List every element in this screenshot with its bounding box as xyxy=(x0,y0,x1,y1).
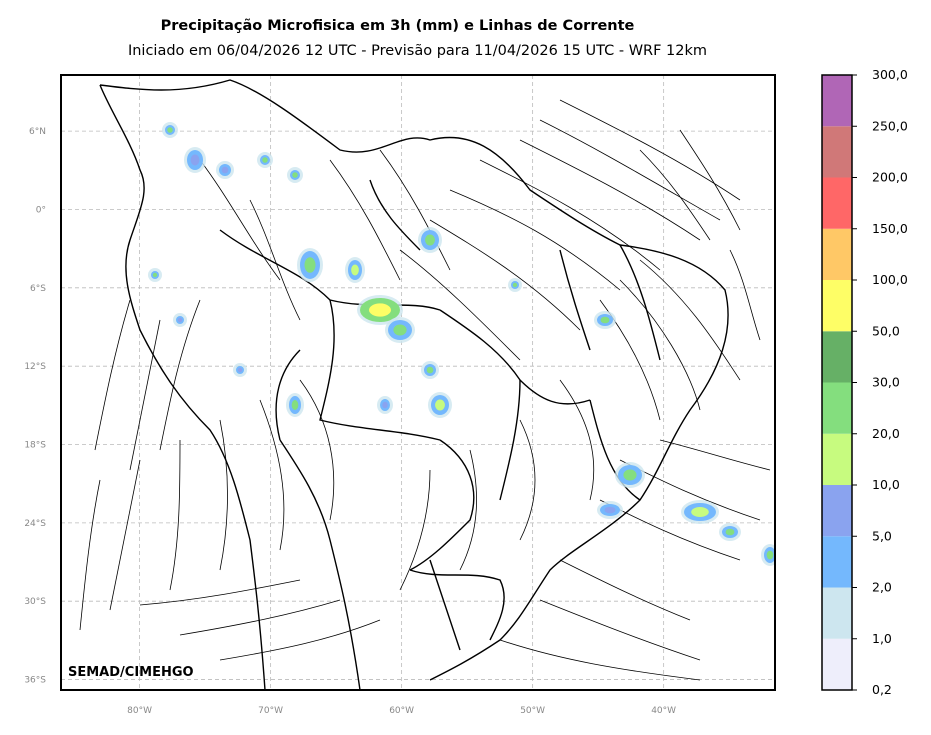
precip-core xyxy=(237,367,243,373)
precip-core xyxy=(369,303,391,317)
precip-core xyxy=(426,366,434,374)
colorbar-label: 0,2 xyxy=(872,682,892,697)
gridlines xyxy=(61,75,775,690)
precip-core xyxy=(152,272,158,278)
colorbar-label: 200,0 xyxy=(872,170,908,185)
streamlines xyxy=(79,99,771,681)
precip-core xyxy=(190,154,200,166)
country-borders xyxy=(99,79,729,690)
colorbar-label: 1,0 xyxy=(872,631,892,646)
precip-core xyxy=(425,234,435,246)
lon-label: 70°W xyxy=(258,706,283,716)
precip-core xyxy=(393,324,407,336)
colorbar-segment xyxy=(822,75,852,127)
colorbar-segment xyxy=(822,382,852,434)
lat-label: 0° xyxy=(36,205,46,215)
longitude-labels: 80°W 70°W 60°W 50°W 40°W xyxy=(127,706,676,716)
precip-core xyxy=(167,127,173,133)
precipitation-cells xyxy=(148,122,775,566)
colorbar-label: 30,0 xyxy=(872,375,900,390)
lat-label: 18°S xyxy=(24,441,46,451)
lat-label: 24°S xyxy=(24,519,46,529)
precip-core xyxy=(691,507,709,517)
precip-core xyxy=(766,550,774,560)
precip-core xyxy=(435,399,445,411)
colorbar-label: 50,0 xyxy=(872,323,900,338)
precip-core xyxy=(512,282,518,288)
colorbar-segment xyxy=(822,126,852,178)
colorbar-label: 20,0 xyxy=(872,426,900,441)
precip-core xyxy=(604,506,616,514)
colorbar-segment xyxy=(822,638,852,690)
precip-core xyxy=(725,528,735,536)
precip-core xyxy=(382,401,388,409)
precip-core xyxy=(291,400,299,410)
credit-label: SEMAD/CIMEHGO xyxy=(68,665,194,680)
colorbar-label: 10,0 xyxy=(872,477,900,492)
latitude-labels: 6°N 0° 6°S 12°S 18°S 24°S 30°S 36°S xyxy=(24,127,46,685)
colorbar-segment xyxy=(822,536,852,588)
precip-core xyxy=(304,257,316,273)
precip-core xyxy=(221,166,229,174)
lat-label: 6°N xyxy=(29,127,46,137)
lat-label: 30°S xyxy=(24,597,46,607)
map-subtitle: Iniciado em 06/04/2026 12 UTC - Previsão… xyxy=(127,43,708,59)
colorbar-segment xyxy=(822,228,852,280)
precip-core xyxy=(292,172,298,178)
lat-label: 6°S xyxy=(30,284,46,294)
precip-core xyxy=(351,264,359,276)
lat-label: 36°S xyxy=(24,676,46,686)
colorbar-label: 250,0 xyxy=(872,118,908,133)
colorbar-segment xyxy=(822,280,852,332)
precip-core xyxy=(177,317,183,323)
precip-core xyxy=(623,469,637,481)
colorbar-segment xyxy=(822,331,852,383)
colorbar-segment xyxy=(822,485,852,537)
lon-label: 40°W xyxy=(651,706,676,716)
colorbar-label: 150,0 xyxy=(872,221,908,236)
colorbar-label: 100,0 xyxy=(872,272,908,287)
colorbar: 0,2 1,0 2,0 5,0 10,0 20,0 30,0 50,0 100,0 150,0 20… xyxy=(821,67,908,697)
map-title: Precipitação Microfisica em 3h (mm) e Li… xyxy=(160,18,635,34)
colorbar-segment xyxy=(822,587,852,639)
colorbar-segment xyxy=(822,433,852,485)
lon-label: 60°W xyxy=(389,706,414,716)
lat-label: 12°S xyxy=(24,362,46,372)
precip-core xyxy=(262,157,268,163)
precip-core xyxy=(600,316,610,324)
map-frame xyxy=(60,74,776,691)
map-area: SEMAD/CIMEHGO xyxy=(61,75,775,690)
lon-label: 80°W xyxy=(127,706,152,716)
lon-label: 50°W xyxy=(520,706,545,716)
colorbar-segment xyxy=(822,177,852,229)
colorbar-label: 5,0 xyxy=(872,528,892,543)
colorbar-label: 2,0 xyxy=(872,580,892,595)
colorbar-label: 300,0 xyxy=(872,67,908,82)
